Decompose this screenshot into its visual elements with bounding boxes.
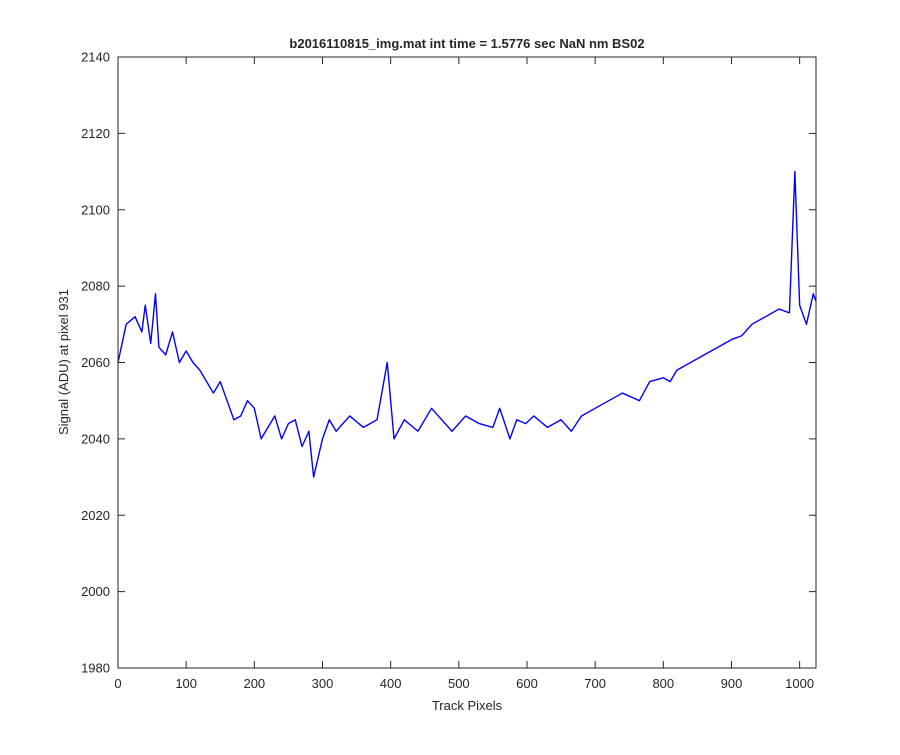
y-tick-label: 2020 <box>81 508 110 523</box>
x-tick-label: 800 <box>652 676 674 691</box>
x-tick-label: 900 <box>721 676 743 691</box>
x-axis-label: Track Pixels <box>432 698 503 713</box>
y-tick-label: 2000 <box>81 584 110 599</box>
y-axis-label: Signal (ADU) at pixel 931 <box>56 289 71 435</box>
y-tick-label: 2040 <box>81 431 110 446</box>
y-tick-label: 2100 <box>81 202 110 217</box>
x-tick-label: 400 <box>380 676 402 691</box>
plot-area <box>118 57 816 668</box>
x-tick-label: 0 <box>114 676 121 691</box>
signal-series <box>117 170 817 478</box>
y-tick-label: 2060 <box>81 355 110 370</box>
y-ticks: 1980 2000 2020 2040 2060 2080 2100 2120 2140 <box>81 50 816 676</box>
x-tick-label: 100 <box>175 676 197 691</box>
x-tick-label: 700 <box>584 676 606 691</box>
x-tick-label: 200 <box>243 676 265 691</box>
signal-line <box>117 170 817 478</box>
x-tick-label: 500 <box>448 676 470 691</box>
chart-title: b2016110815_img.mat int time = 1.5776 se… <box>289 36 644 51</box>
y-tick-label: 2120 <box>81 126 110 141</box>
x-tick-label: 600 <box>516 676 538 691</box>
x-ticks: 0 100 200 300 400 500 600 700 800 900 1000 <box>114 57 814 691</box>
y-tick-label: 2080 <box>81 279 110 294</box>
x-tick-label: 1000 <box>785 676 814 691</box>
y-tick-label: 2140 <box>81 50 110 65</box>
y-tick-label: 1980 <box>81 661 110 676</box>
x-tick-label: 300 <box>312 676 334 691</box>
